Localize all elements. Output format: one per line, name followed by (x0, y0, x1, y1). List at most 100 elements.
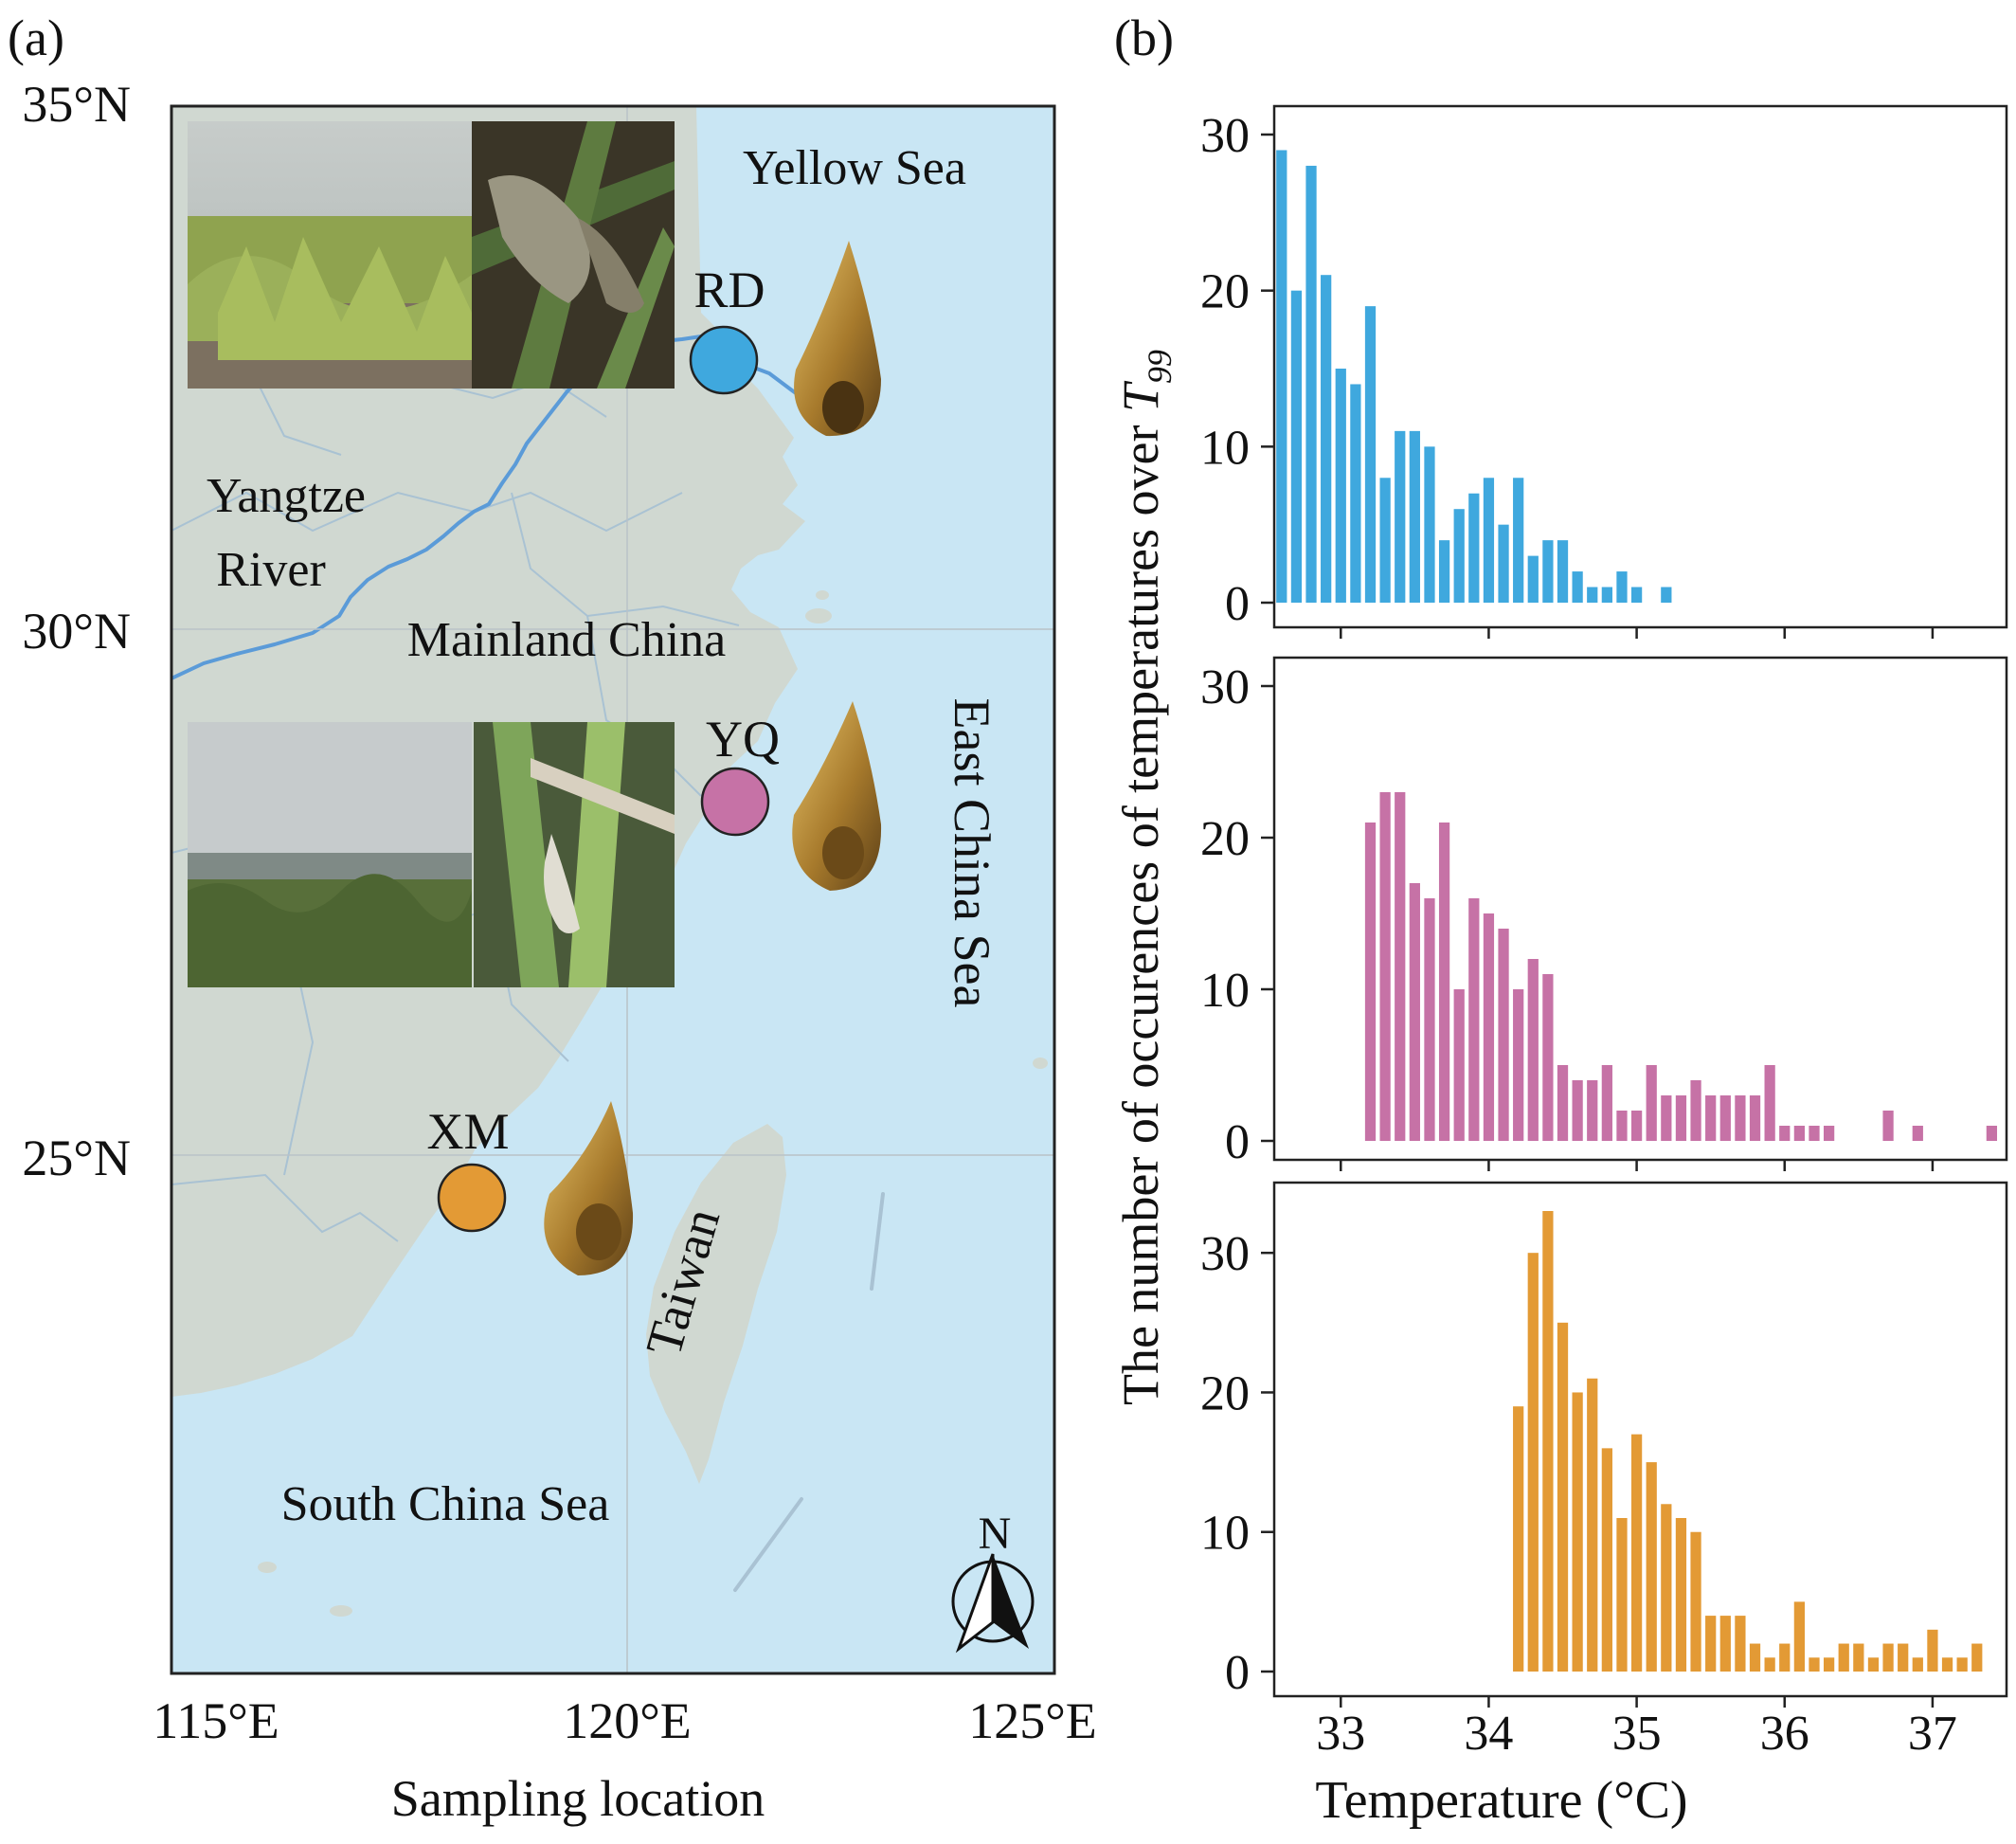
histogram-bar (1557, 1322, 1569, 1672)
histogram-bar (1572, 1392, 1583, 1672)
x-tick-label: 33 (1316, 1707, 1365, 1761)
x-tick-label: 34 (1464, 1707, 1513, 1761)
histogram-bar (1364, 306, 1377, 603)
histogram-bar (1616, 1518, 1628, 1672)
histogram-bar (1616, 1111, 1628, 1141)
x-axis-ticklabels: 33 34 35 36 37 (1316, 1707, 1957, 1761)
y-tick-label: 20 (1200, 812, 1250, 866)
histogram-bar (1675, 1518, 1687, 1672)
histogram-bar (1587, 1378, 1598, 1672)
site-marker-xm (437, 1163, 507, 1233)
histogram-bar (1453, 509, 1465, 603)
site-label-rd: RD (693, 262, 765, 318)
histogram-bar (1409, 430, 1420, 603)
y-tick-label: 30 (1200, 1227, 1250, 1281)
map-xlabel: Sampling location (391, 1770, 765, 1827)
histogram-bar (1527, 1253, 1539, 1672)
histogram-bar (1409, 883, 1420, 1141)
snail-photo-yq (474, 722, 675, 987)
x-tick-label: 35 (1612, 1707, 1662, 1761)
histogram-bar (1527, 959, 1539, 1141)
y-tick-label: 30 (1200, 109, 1250, 163)
histogram-bar (1290, 290, 1303, 603)
histogram-bar (1542, 540, 1554, 603)
map-panel: RD YQ XM Yellow Sea Yangtze River Mainla… (22, 76, 1096, 1827)
histogram-bar (1809, 1126, 1820, 1141)
histogram-bar (1587, 587, 1598, 603)
histogram-bar (1379, 478, 1391, 603)
histogram-bar (1853, 1643, 1864, 1672)
histogram-bar (1705, 1616, 1717, 1672)
histogram-bar (1735, 1095, 1746, 1141)
histogram-bar (1882, 1111, 1894, 1141)
panel-label-a: (a) (8, 9, 64, 66)
label-yangtze: Yangtze (207, 469, 366, 523)
histogram-bar (1513, 1406, 1524, 1672)
label-yellow-sea: Yellow Sea (743, 141, 966, 195)
plot-frame (1272, 656, 2008, 1162)
histogram-bar (1321, 275, 1332, 603)
map-frame (170, 104, 1056, 1675)
histogram-bar (1601, 1065, 1612, 1141)
y-axis-label: The number of occurences of temperatures… (1112, 350, 1179, 1405)
histogram-bar (1438, 823, 1450, 1141)
histogram-bar (1661, 1504, 1672, 1672)
plot-frame (1272, 1181, 2008, 1698)
histogram-bar (1838, 1643, 1849, 1672)
histogram-xm: 0 10 20 30 (1200, 1181, 2008, 1708)
lon-label-115: 115°E (153, 1692, 279, 1749)
histogram-bar (1483, 478, 1495, 603)
site-label-xm: XM (426, 1103, 509, 1160)
site-marker-rd (689, 325, 759, 395)
lat-label-30: 30°N (22, 603, 131, 660)
histogram-bar (1468, 493, 1480, 603)
histogram-bar (1779, 1643, 1791, 1672)
site-marker-yq (700, 767, 770, 837)
histogram-bar (1587, 1080, 1598, 1141)
taiwan-island (646, 1124, 786, 1484)
north-arrow-icon (951, 1553, 1035, 1654)
histogram-bar (1912, 1657, 1923, 1672)
histogram-bar (1749, 1643, 1761, 1672)
histogram-bar (1483, 913, 1495, 1141)
histogram-bar (1735, 1616, 1746, 1672)
histogram-bar (1453, 989, 1465, 1141)
y-tick-label: 20 (1200, 265, 1250, 319)
histogram-bar (1719, 1616, 1731, 1672)
histogram-bar (1601, 587, 1612, 603)
histogram-bar (1941, 1657, 1953, 1672)
y-tick-label: 10 (1200, 964, 1250, 1018)
snail-shell-yq (792, 701, 882, 891)
y-axis-label-text: The number of occurences of temperatures… (1112, 412, 1169, 1405)
histogram-bar (1350, 384, 1361, 603)
histogram-bar (1971, 1643, 1983, 1672)
histogram-bar (1498, 524, 1509, 603)
histogram-bar (1927, 1629, 1938, 1672)
histogram-bar (1779, 1126, 1791, 1141)
histogram-bar (1557, 1065, 1569, 1141)
histogram-panel: 0 10 20 30 0 10 20 30 0 10 20 30 (1200, 104, 2008, 1708)
histogram-bar (1912, 1126, 1923, 1141)
histogram-bar (1882, 1643, 1894, 1672)
histogram-bar (1646, 1462, 1657, 1672)
site-label-yq: YQ (706, 711, 780, 768)
histogram-bar (1335, 369, 1346, 603)
histogram-bar (1542, 974, 1554, 1141)
histogram-bar (1572, 1080, 1583, 1141)
histogram-bar (1498, 929, 1509, 1141)
histogram-bar (1395, 792, 1406, 1141)
histogram-bar (1661, 1095, 1672, 1141)
histogram-bar (1675, 1095, 1687, 1141)
histogram-bar (1764, 1065, 1775, 1141)
histogram-bar (1616, 571, 1628, 603)
label-east-china-sea: East China Sea (944, 698, 1000, 1008)
habitat-photo-rd (188, 121, 472, 389)
y-axis-label-symbol: T (1112, 380, 1169, 412)
lon-label-120: 120°E (563, 1692, 692, 1749)
lon-label-125: 125°E (968, 1692, 1097, 1749)
y-tick-label: 0 (1225, 1646, 1250, 1700)
y-tick-label: 20 (1200, 1366, 1250, 1420)
histogram-bar (1468, 898, 1480, 1141)
x-tick-label: 36 (1760, 1707, 1809, 1761)
